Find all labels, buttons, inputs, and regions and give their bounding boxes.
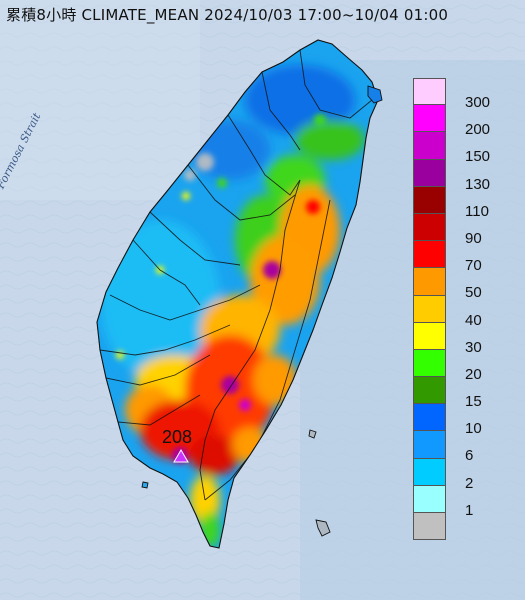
legend-row: 40 bbox=[413, 295, 493, 329]
legend-swatch bbox=[413, 349, 446, 378]
legend-label: 130 bbox=[465, 175, 491, 193]
legend-swatch bbox=[413, 485, 446, 513]
legend-swatch bbox=[413, 78, 446, 106]
map-title: 累積8小時 CLIMATE_MEAN 2024/10/03 17:00~10/0… bbox=[6, 6, 449, 24]
legend-swatch bbox=[413, 132, 446, 160]
legend-swatch bbox=[413, 268, 446, 296]
legend-label: 30 bbox=[465, 338, 482, 356]
legend-row: 30 bbox=[413, 322, 493, 356]
legend-label: 70 bbox=[465, 257, 482, 275]
legend-swatch bbox=[413, 105, 446, 133]
legend-swatch bbox=[413, 404, 446, 432]
legend-swatch bbox=[413, 241, 446, 269]
legend-row: 90 bbox=[413, 213, 493, 247]
legend-label: 10 bbox=[465, 420, 482, 438]
rainfall-legend: 300 200 150 130 110 90 70 50 40 30 20 15 10 6 2 1 bbox=[413, 78, 493, 541]
offshore-islands bbox=[141, 85, 383, 537]
legend-row: 15 bbox=[413, 377, 493, 410]
legend-label: 20 bbox=[465, 365, 482, 383]
legend-row: 2 bbox=[413, 458, 493, 492]
legend-swatch bbox=[413, 322, 446, 350]
legend-row bbox=[413, 513, 493, 541]
legend-label: 1 bbox=[465, 501, 474, 519]
triangle-max-marker-icon bbox=[173, 449, 189, 463]
legend-label: 110 bbox=[465, 202, 489, 220]
legend-row: 200 bbox=[413, 105, 493, 138]
legend-swatch bbox=[413, 159, 446, 187]
legend-swatch bbox=[413, 295, 446, 323]
legend-row: 50 bbox=[413, 268, 493, 301]
legend-row: 150 bbox=[413, 132, 493, 165]
legend-swatch bbox=[413, 431, 446, 459]
legend-row: 300 bbox=[413, 78, 493, 111]
legend-label: 2 bbox=[465, 474, 474, 492]
legend-row: 1 bbox=[413, 485, 493, 519]
legend-swatch bbox=[413, 377, 446, 405]
legend-label: 40 bbox=[465, 311, 482, 329]
legend-row: 110 bbox=[413, 186, 493, 220]
legend-label: 200 bbox=[465, 121, 491, 139]
max-value-label: 208 bbox=[162, 427, 193, 447]
legend-row: 20 bbox=[413, 349, 493, 383]
legend-label: 6 bbox=[465, 447, 474, 465]
legend-row: 10 bbox=[413, 404, 493, 437]
legend-swatch bbox=[413, 186, 446, 214]
legend-row: 70 bbox=[413, 241, 493, 274]
legend-label: 150 bbox=[465, 148, 491, 166]
legend-swatch bbox=[413, 458, 446, 486]
legend-label: 15 bbox=[465, 393, 482, 411]
legend-swatch bbox=[413, 513, 446, 541]
legend-swatch bbox=[413, 213, 446, 242]
legend-label: 90 bbox=[465, 229, 482, 247]
legend-label: 50 bbox=[465, 284, 482, 302]
legend-row: 130 bbox=[413, 159, 493, 193]
legend-row: 6 bbox=[413, 431, 493, 464]
legend-label: 300 bbox=[465, 94, 491, 111]
